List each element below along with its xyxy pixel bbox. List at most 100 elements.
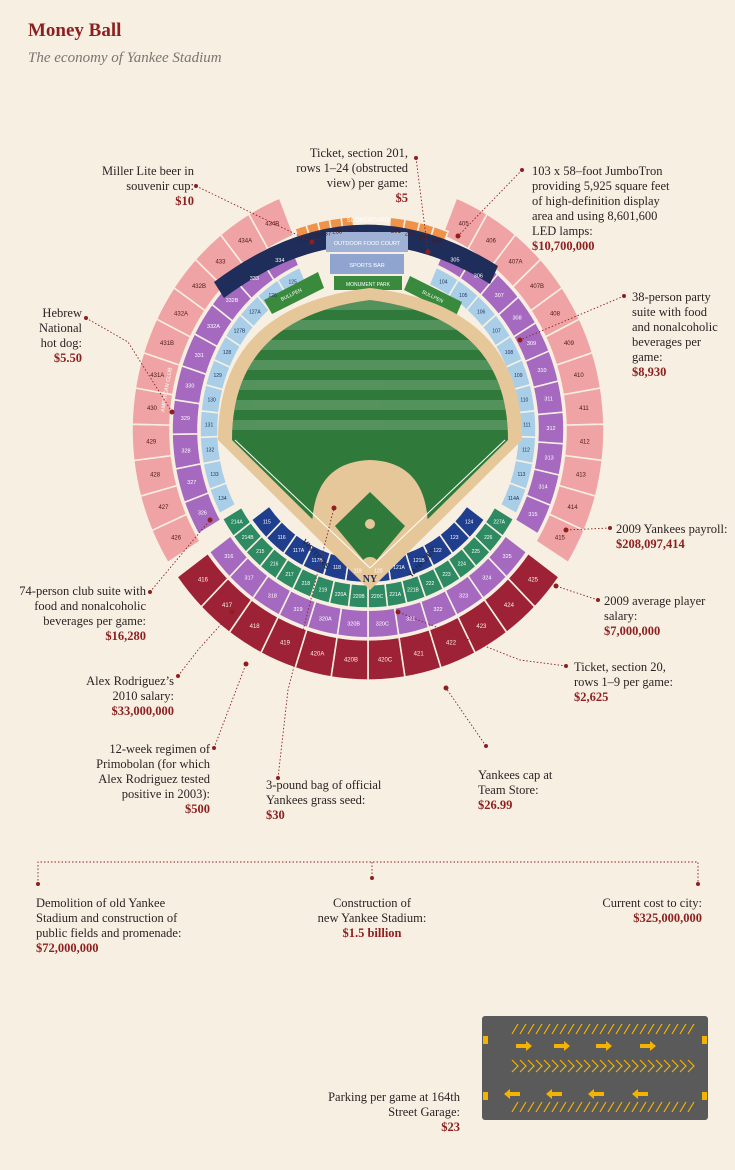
section-label: 235 [343,228,354,234]
section-label: 107 [492,329,501,335]
section-label: 408 [550,311,561,317]
section-label: 122 [433,548,442,554]
section-label: 121B [413,558,425,564]
section-label: 117A [293,548,305,554]
section-label: 134 [218,496,227,502]
club-suite-annotation: 74-person club suite with food and nonal… [19,584,146,643]
section-label: 223 [442,572,451,578]
infield-grass [335,492,405,568]
section-label: 412 [580,439,591,445]
sports-bar [330,254,404,274]
section-label: 309 [527,341,536,347]
section-label: 323 [459,593,468,599]
section-label: 322 [433,607,442,613]
pitchers-mound [365,519,375,529]
bullpen-left [264,272,324,314]
section-label: 413 [576,473,587,479]
section-label: 315 [528,512,537,518]
foul-line-right [369,439,506,569]
jumbotron-annotation: 103 x 58–foot JumboTron providing 5,925 … [532,164,670,253]
section-label: 420C [378,657,393,663]
monument-park [334,276,402,290]
section-label: 417 [222,603,233,609]
food-court-label: OUTDOOR FOOD COURT [334,241,401,247]
section-label: 434A [238,238,252,244]
section-label: 313 [545,456,554,462]
section-label: 127A [249,310,261,316]
payroll-annotation: 2009 Yankees payroll: $208,097,414 [616,522,728,551]
section-label: 220C [371,594,383,600]
section-label: 326 [198,511,207,517]
section-label: 324 [482,576,491,582]
section-label: 117B [311,558,323,564]
section-label: 421 [414,652,425,658]
section-label: 432A [174,311,188,317]
section-label: 311 [544,397,553,403]
section-label: 105 [459,293,468,299]
section-label: 109 [514,373,523,379]
section-label: 131 [205,422,214,428]
section-label: 424 [504,603,515,609]
section-label: 420B [344,657,358,663]
section-label: 415 [555,535,566,541]
section-label: 430 [147,406,158,412]
section-label: 414 [568,505,579,511]
section-label: 111 [523,422,531,428]
section-label: 112 [522,447,530,453]
section-label: 106 [477,310,486,316]
primobolan-annotation: 12-week regimen of Primobolan (for which… [96,742,210,816]
food-court [326,232,408,252]
section-label: 321 [406,617,415,623]
section-label: 420A [310,652,324,658]
field-level-section [221,506,252,538]
section-label: 333 [250,276,259,282]
section-label: 132 [206,447,215,453]
section-label: 204 [432,239,443,245]
section-label: 104 [439,280,448,286]
section-label: 423 [476,624,487,630]
section-label: 130 [207,397,216,403]
section-label: 125 [289,280,298,286]
parking-annotation: Parking per game at 164th Street Garage:… [328,1090,460,1134]
city-cost-annotation: Current cost to city: $325,000,000 [602,896,702,925]
section-label: 227A [493,519,505,525]
section-label: 121A [393,565,405,571]
section-label: 405 [459,222,470,228]
hot-dog-annotation: Hebrew National hot dog: $5.50 [38,306,82,365]
section-label: 425 [528,577,539,583]
section-label: 411 [579,406,589,412]
section-label: 221B [407,587,419,593]
section-label: 334 [275,258,284,264]
page-subtitle: The economy of Yankee Stadium [28,50,222,66]
section-label: 429 [146,439,157,445]
section-label: 422 [446,641,457,647]
section-label: 428 [150,473,161,479]
section-label: 418 [250,624,261,630]
section-label: 115 [263,520,271,526]
page-title: Money Ball [28,20,122,41]
section-label: 330 [185,384,194,390]
section-label: 201 [391,229,402,235]
section-label: 419 [280,641,291,647]
section-label: 133 [210,472,219,478]
section-label: 308 [512,315,521,321]
section-label: 407A [509,259,523,265]
main-level-section [499,481,528,515]
home-plate-area [361,557,379,575]
section-label: 410 [574,373,585,379]
section-label: 108 [505,350,514,356]
section-label: 224 [458,561,467,567]
section-label: 320A [319,617,332,623]
ticket-201-annotation: Ticket, section 201, rows 1–24 (obstruct… [296,146,408,205]
section-label: 433 [215,259,226,265]
demolition-annotation: Demolition of old Yankee Stadium and con… [36,896,182,955]
section-label: 237 [321,231,332,237]
grass-seed-annotation: 3-pound bag of official Yankees grass se… [266,778,382,822]
construction-annotation: Construction of new Yankee Stadium: $1.5 … [317,896,427,940]
section-label: 225 [472,549,481,555]
section-label: 434B [265,222,279,228]
avg-salary-annotation: 2009 average player salary: $7,000,000 [604,594,706,638]
section-label: 307 [495,293,504,299]
section-label: 202 [405,231,416,237]
section-label: 320C [376,621,389,627]
